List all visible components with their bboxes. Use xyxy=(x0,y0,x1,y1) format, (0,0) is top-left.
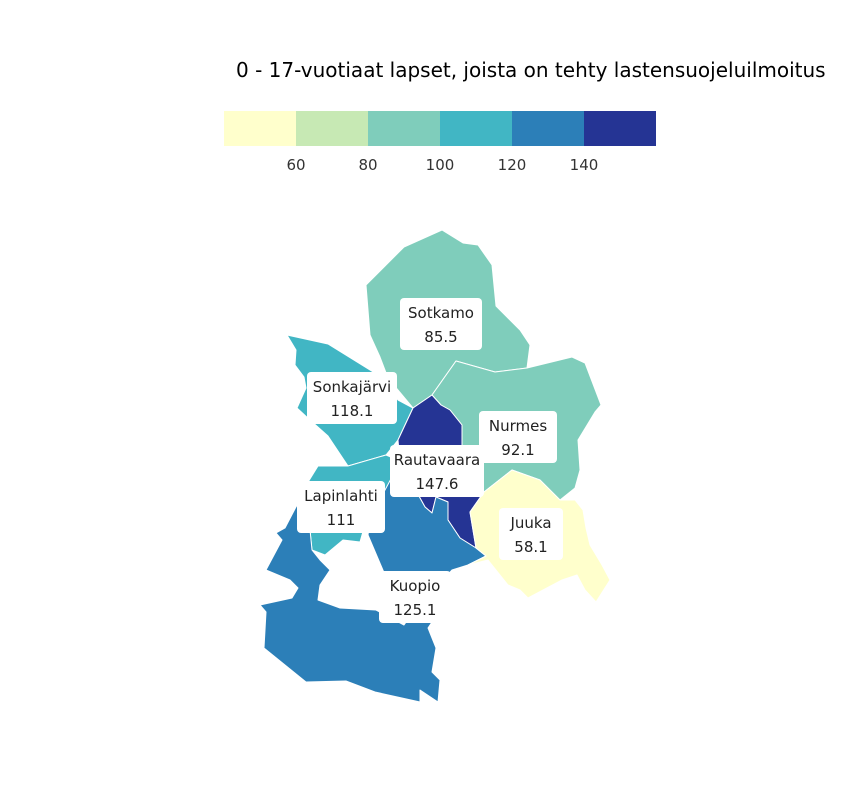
label-kuopio: Kuopio 125.1 xyxy=(379,571,451,623)
label-name: Sonkajärvi xyxy=(313,378,391,396)
label-rautavaara: Rautavaara 147.6 xyxy=(390,445,484,497)
legend-tick-120: 120 xyxy=(498,156,527,174)
legend-tick-140: 140 xyxy=(570,156,599,174)
region-labels: Sotkamo 85.5 Sonkajärvi 118.1 Nurmes 92.… xyxy=(297,298,563,623)
label-name: Lapinlahti xyxy=(304,487,378,505)
label-name: Sotkamo xyxy=(408,304,474,322)
label-value: 147.6 xyxy=(416,475,459,493)
label-value: 125.1 xyxy=(394,601,437,619)
label-name: Juuka xyxy=(509,514,551,532)
label-juuka: Juuka 58.1 xyxy=(499,508,563,560)
legend-swatch-3 xyxy=(440,111,512,146)
legend-tick-60: 60 xyxy=(286,156,305,174)
label-sotkamo: Sotkamo 85.5 xyxy=(400,298,482,350)
legend-swatch-0 xyxy=(224,111,296,146)
label-name: Rautavaara xyxy=(394,451,480,469)
label-value: 58.1 xyxy=(514,538,547,556)
legend-tick-80: 80 xyxy=(358,156,377,174)
label-sonkajarvi: Sonkajärvi 118.1 xyxy=(307,372,397,424)
legend-tick-100: 100 xyxy=(426,156,455,174)
legend-swatch-5 xyxy=(584,111,656,146)
label-name: Kuopio xyxy=(390,577,441,595)
legend-swatch-2 xyxy=(368,111,440,146)
legend-swatch-1 xyxy=(296,111,368,146)
map-title: 0 - 17-vuotiaat lapset, joista on tehty … xyxy=(236,58,826,82)
legend: 60 80 100 120 140 xyxy=(224,111,656,174)
label-name: Nurmes xyxy=(489,417,547,435)
legend-swatch-4 xyxy=(512,111,584,146)
label-value: 85.5 xyxy=(424,328,457,346)
label-value: 92.1 xyxy=(501,441,534,459)
label-value: 118.1 xyxy=(331,402,374,420)
label-value: 111 xyxy=(327,511,356,529)
label-lapinlahti: Lapinlahti 111 xyxy=(297,481,385,533)
label-nurmes: Nurmes 92.1 xyxy=(479,411,557,463)
